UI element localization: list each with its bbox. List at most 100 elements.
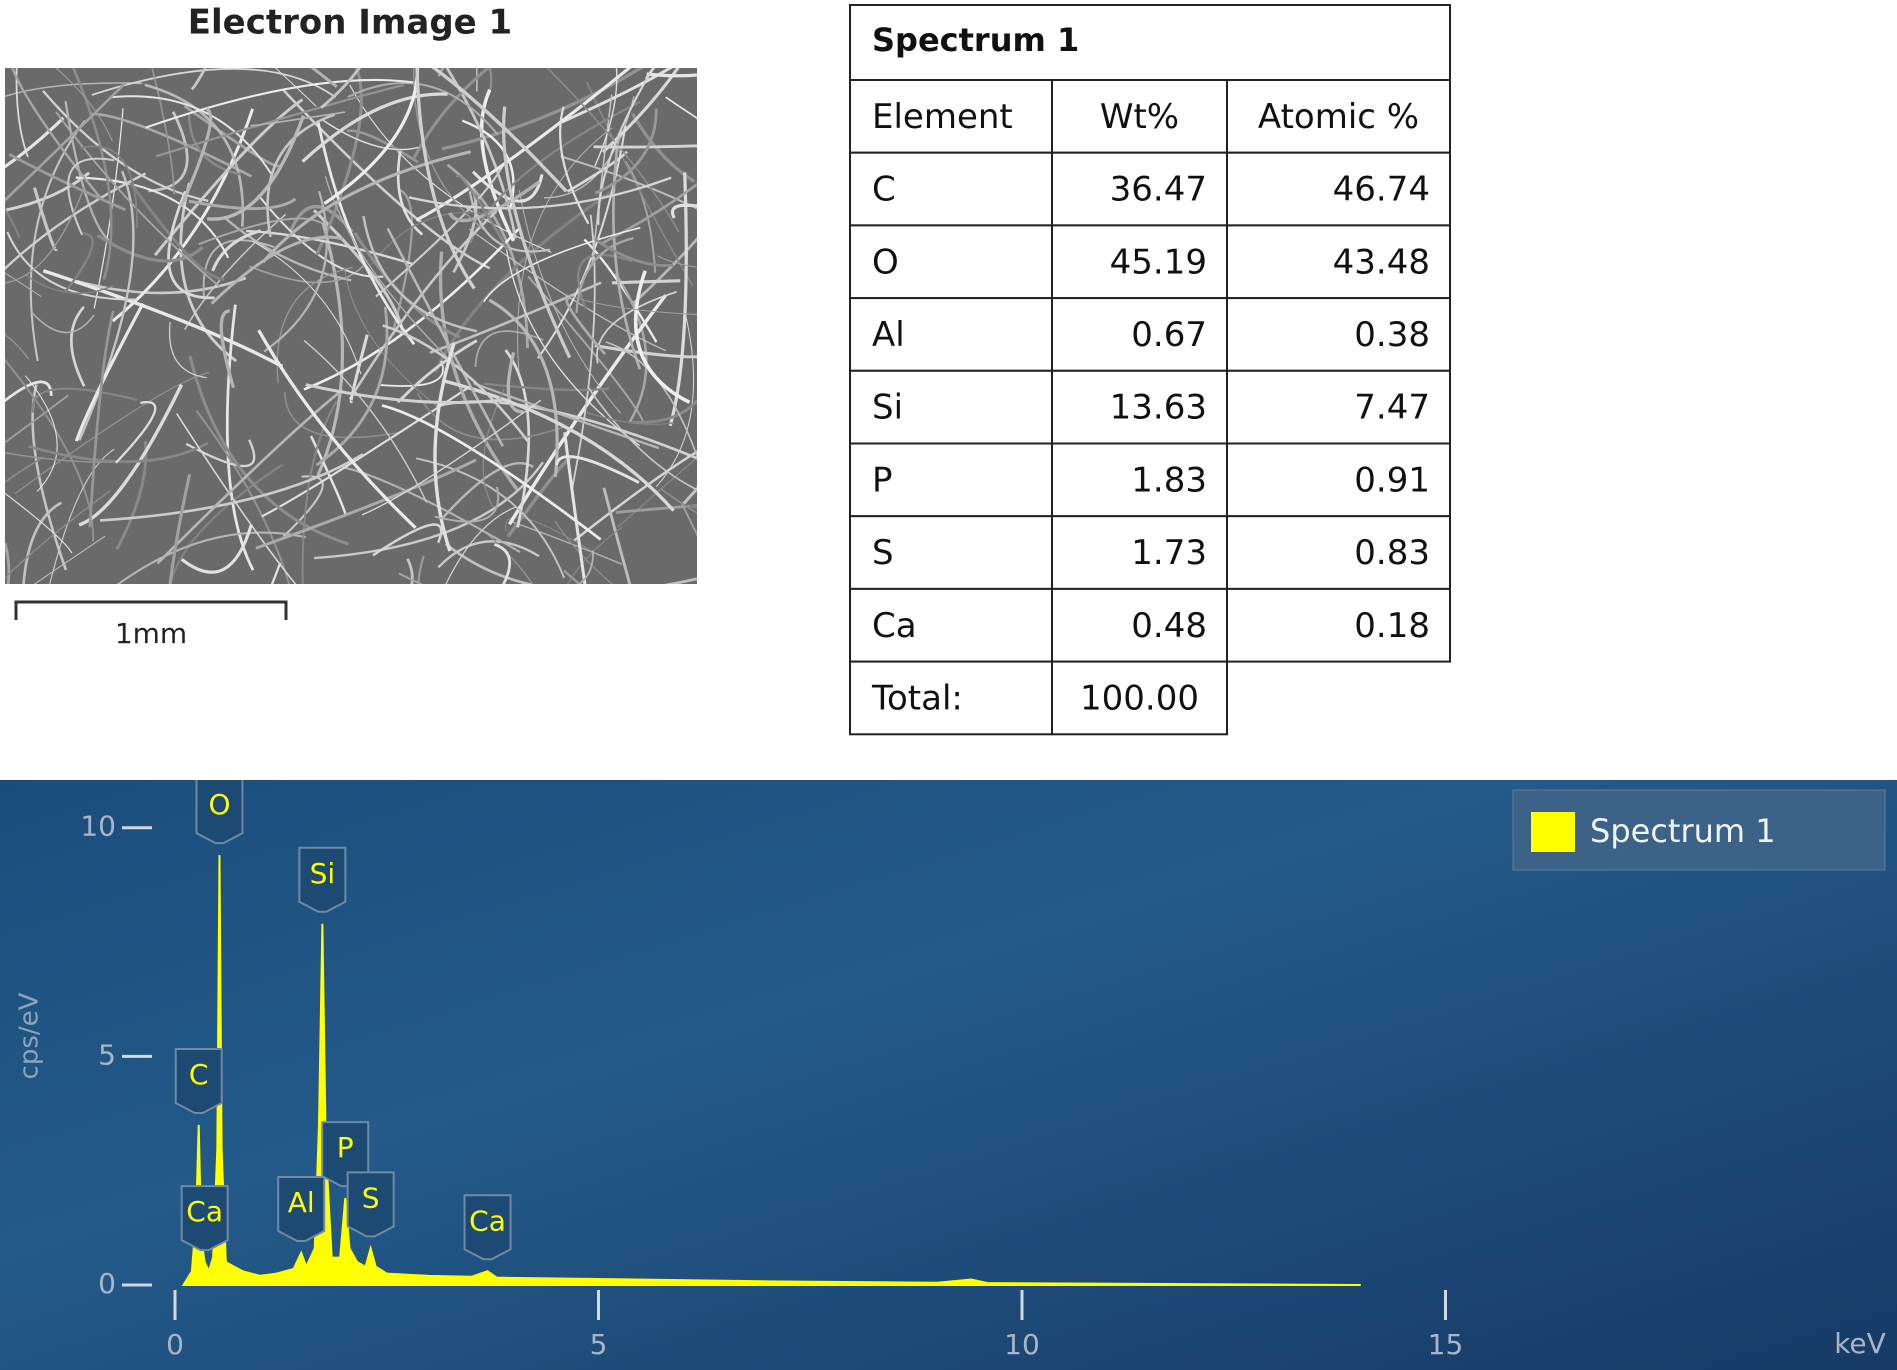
fiber: [417, 555, 425, 584]
fiber: [559, 106, 590, 225]
fiber: [5, 451, 115, 463]
chart: cps/eV keV 0 5 10 0 5 10 15 O Si C P Al S Ca Ca Spectru…: [0, 780, 1897, 1370]
fiber: [577, 253, 633, 309]
fiber: [168, 473, 192, 584]
fiber: [343, 267, 440, 409]
fiber: [167, 190, 215, 300]
table-header: Wt%: [1100, 97, 1179, 137]
fiber: [392, 188, 414, 330]
fiber: [471, 170, 544, 203]
table-cell: [1051, 369, 1228, 445]
fiber: [506, 352, 524, 414]
fiber: [591, 94, 613, 265]
fiber: [681, 503, 697, 537]
table-cell-text: 13.63: [1110, 388, 1207, 428]
fiber: [468, 191, 551, 253]
fiber: [411, 68, 491, 161]
fiber: [179, 182, 238, 363]
fiber: [223, 216, 352, 282]
fiber: [156, 388, 344, 565]
fiber: [602, 487, 632, 584]
fiber: [593, 237, 674, 267]
fiber: [110, 95, 273, 175]
fiber: [594, 108, 658, 195]
table-cell: [1051, 442, 1228, 518]
fiber: [438, 251, 519, 491]
peak-label: Al: [288, 1186, 315, 1219]
x-tick-label: 10: [1004, 1328, 1040, 1361]
x-tick-label: 5: [590, 1328, 608, 1361]
table-cell-text: 46.74: [1333, 170, 1430, 210]
fiber: [396, 151, 424, 236]
fiber: [80, 145, 138, 229]
fibers: [5, 68, 697, 584]
x-axis-label: keV: [1834, 1327, 1886, 1360]
fiber: [74, 302, 145, 442]
fiber: [615, 504, 697, 514]
fiber: [381, 404, 602, 541]
fiber: [5, 542, 11, 584]
fiber: [504, 349, 531, 528]
fiber: [257, 329, 417, 529]
scale-bar: [14, 600, 288, 620]
fiber: [444, 542, 697, 584]
table-cell: [849, 4, 1451, 81]
table-cell: [849, 660, 1053, 736]
fiber: [445, 68, 517, 239]
fiber: [415, 457, 566, 579]
fiber: [5, 186, 85, 284]
fiber: [312, 209, 404, 331]
fiber: [346, 129, 419, 164]
peak-label-box: [180, 1185, 229, 1252]
peak-label: Si: [310, 857, 336, 890]
fiber: [261, 384, 472, 518]
table-header: 100.00: [1080, 678, 1199, 718]
fiber: [493, 543, 511, 584]
fiber: [487, 68, 493, 97]
table-cell: [849, 369, 1053, 445]
peak-label-box: [298, 846, 347, 913]
fiber: [631, 237, 697, 306]
fiber: [274, 68, 317, 107]
fiber: [659, 487, 697, 514]
peak-label: Ca: [186, 1195, 223, 1228]
fiber: [72, 68, 113, 280]
table-cell: [1051, 660, 1228, 736]
fiber: [303, 339, 428, 503]
table-cell-text: 43.48: [1333, 242, 1430, 282]
fiber: [347, 81, 499, 136]
table-cell-text: 0.18: [1354, 606, 1430, 646]
legend-label: Spectrum 1: [1590, 812, 1776, 850]
table-header: Atomic %: [1258, 97, 1419, 137]
fiber: [473, 382, 660, 450]
fiber: [596, 291, 678, 364]
image-title: Electron Image 1: [188, 3, 512, 43]
fiber: [586, 411, 675, 426]
table-cell-text: C: [872, 170, 896, 210]
y-tick-label: 5: [98, 1038, 116, 1071]
peak-label-box: [463, 1194, 512, 1261]
fiber: [75, 176, 230, 259]
fiber: [594, 68, 618, 167]
fiber: [5, 82, 143, 98]
peak-label: S: [362, 1181, 380, 1214]
fiber: [605, 341, 697, 459]
fiber: [270, 562, 282, 584]
fiber: [15, 68, 29, 158]
fiber: [630, 398, 697, 424]
peak-label: P: [337, 1131, 354, 1164]
fiber: [372, 523, 443, 557]
fiber: [437, 540, 540, 569]
y-tick-label: 0: [98, 1267, 116, 1300]
fiber: [505, 516, 594, 553]
peak-label-box: [195, 780, 244, 845]
table-cell: [1051, 151, 1228, 227]
fiber: [320, 68, 362, 109]
fiber: [504, 242, 641, 447]
fiber: [488, 298, 559, 477]
fiber: [577, 550, 594, 584]
fiber: [386, 227, 504, 447]
fiber: [5, 272, 42, 297]
fiber: [431, 68, 568, 193]
